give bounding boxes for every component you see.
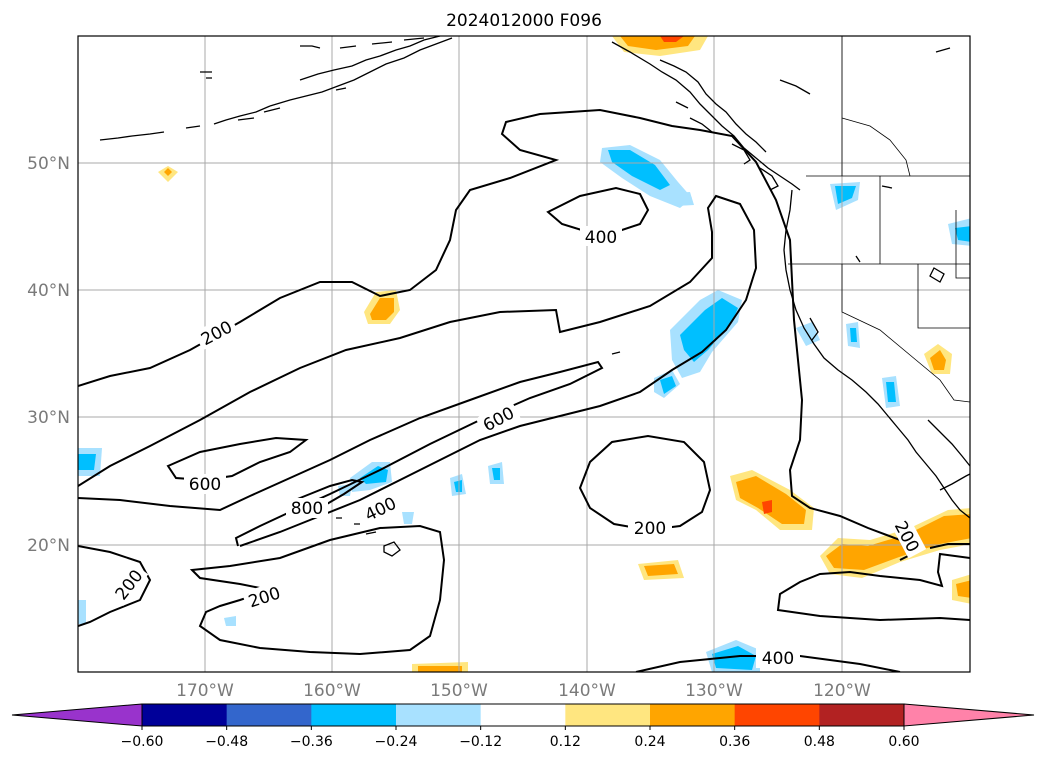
- colorbar-cell: [650, 704, 736, 726]
- colorbar-extend-low: [11, 703, 143, 727]
- colorbar-tick-label: 0.24: [634, 734, 665, 750]
- colorbar-tick-label: −0.24: [375, 734, 418, 750]
- contour-label: 800: [291, 499, 323, 519]
- positive-anomaly-shading: [158, 36, 970, 672]
- map-frame: [77, 35, 971, 673]
- negative-anomaly-shading: [78, 145, 970, 672]
- lon-label: 120°W: [813, 681, 871, 701]
- colorbar-cell: [819, 704, 905, 726]
- colorbar-tick-label: 0.60: [888, 734, 919, 750]
- lat-label: 50°N: [27, 154, 70, 174]
- lon-label: 170°W: [176, 681, 234, 701]
- contour-label: 400: [585, 228, 617, 248]
- lat-label: 20°N: [27, 536, 70, 556]
- lon-label: 160°W: [303, 681, 361, 701]
- latitude-labels: 50°N 40°N 30°N 20°N: [27, 154, 70, 556]
- colorbar-tick-label: −0.60: [121, 734, 164, 750]
- lat-label: 40°N: [27, 281, 70, 301]
- longitude-labels: 170°W 160°W 150°W 140°W 130°W 120°W: [176, 681, 871, 701]
- colorbar-extend-high: [903, 703, 1035, 727]
- colorbar: −0.60 −0.48 −0.36 −0.24 −0.12 0.12 0.24 0.36 0.4…: [11, 703, 1035, 750]
- colorbar-frame: [141, 703, 905, 727]
- colorbar-cell: [734, 704, 820, 726]
- lat-label: 30°N: [27, 408, 70, 428]
- colorbar-tick-label: 0.12: [550, 734, 581, 750]
- colorbar-cell: [226, 704, 312, 726]
- lon-label: 150°W: [430, 681, 488, 701]
- colorbar-tick-label: 0.48: [804, 734, 835, 750]
- colorbar-cell: [565, 704, 651, 726]
- graticule: [78, 36, 970, 672]
- lon-label: 130°W: [685, 681, 743, 701]
- colorbar-tick-label: −0.36: [290, 734, 333, 750]
- colorbar-tick-label: −0.12: [459, 734, 502, 750]
- map-title: 2024012000 F096: [446, 11, 602, 31]
- colorbar-cell: [311, 704, 397, 726]
- colorbar-tick-label: 0.36: [719, 734, 750, 750]
- map-panel: 400 200 600 600 800 400 200 200 200 200 …: [78, 36, 970, 672]
- political-borders: [788, 36, 970, 403]
- colorbar-tick-label: −0.48: [205, 734, 248, 750]
- lon-label: 140°W: [558, 681, 616, 701]
- colorbar-cell: [142, 704, 228, 726]
- coastlines: [99, 36, 970, 557]
- contour-label: 200: [634, 519, 666, 539]
- colorbar-cell: [396, 704, 482, 726]
- colorbar-cell: [480, 704, 566, 726]
- contour-label: 600: [189, 475, 221, 495]
- contour-label: 400: [762, 649, 794, 669]
